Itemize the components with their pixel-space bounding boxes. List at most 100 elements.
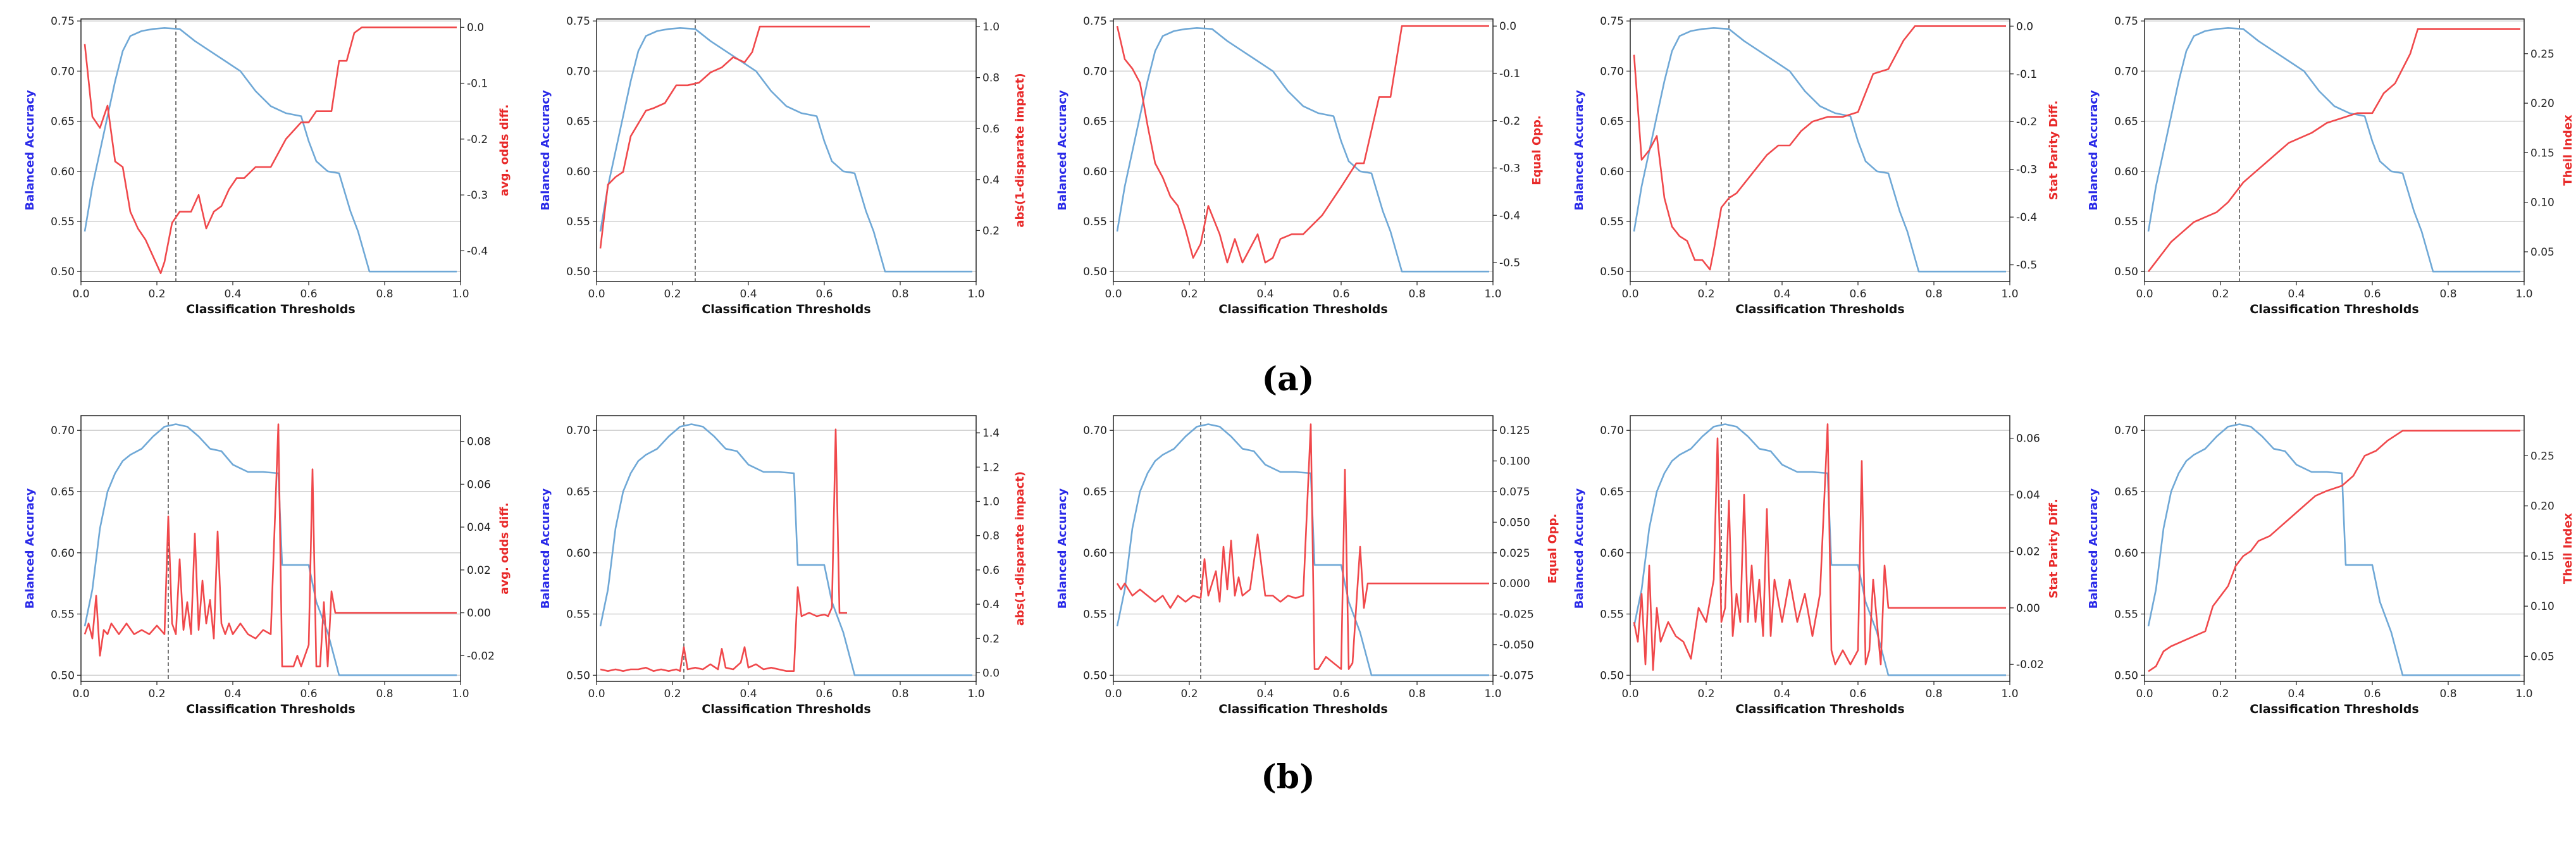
y2-axis-label: Stat Parity Diff.: [2047, 101, 2060, 201]
x-axis-label: Classification Thresholds: [1735, 302, 1904, 316]
y2-tick-label: 0.02: [467, 564, 491, 577]
x-tick-label: 0.2: [664, 688, 681, 700]
x-tick-label: 0.2: [148, 688, 165, 700]
y2-tick-label: 0.0: [467, 22, 484, 34]
y2-tick-label: -0.2: [1499, 115, 1520, 128]
y2-tick-label: -0.050: [1499, 639, 1534, 652]
x-tick-label: 0.6: [815, 288, 833, 301]
y2-tick-label: 0.05: [2530, 650, 2554, 663]
x-tick-label: 0.8: [376, 688, 393, 700]
x-tick-label: 0.2: [2212, 288, 2229, 301]
y2-axis-label: avg. odds diff.: [498, 104, 511, 196]
y-axis-label: Balanced Accuracy: [1056, 90, 1069, 211]
y-axis-label: Balanced Accuracy: [23, 90, 37, 211]
y2-tick-label: 0.6: [982, 123, 1000, 135]
x-tick-label: 0.6: [815, 688, 833, 700]
x-tick-label: 0.0: [72, 688, 89, 700]
metric-series-line: [84, 423, 457, 667]
y2-tick-label: -0.4: [467, 245, 488, 257]
y2-axis-label: Equal Opp.: [1530, 115, 1544, 185]
plot-frame: [2144, 18, 2525, 282]
y-tick-label: 0.60: [1600, 166, 1624, 178]
y2-tick-label: 0.2: [982, 225, 1000, 237]
chart-a3: 0.0 0.2 0.4 0.6 0.8 1.0 0.50 0.55 0.60 0.65 0.70 0.…: [1056, 15, 1544, 316]
x-tick-label: 0.6: [1849, 288, 1866, 301]
y2-axis-label: Theil Index: [2561, 513, 2575, 585]
y2-tick-label: -0.5: [1499, 257, 1520, 270]
x-tick-label: 0.4: [1773, 688, 1790, 700]
y2-tick-label: 0.000: [1499, 578, 1530, 590]
y2-tick-label: 0.25: [2530, 48, 2554, 61]
y2-tick-label: 0.20: [2530, 97, 2554, 110]
x-tick-label: 0.0: [2136, 688, 2153, 700]
y2-tick-label: 0.8: [982, 530, 1000, 543]
y2-tick-label: 0.050: [1499, 516, 1530, 529]
y2-tick-label: -0.2: [2016, 116, 2037, 128]
accuracy-series-line: [2147, 423, 2520, 676]
y-tick-label: 0.65: [1083, 116, 1107, 128]
chart-a2: 0.0 0.2 0.4 0.6 0.8 1.0 0.50 0.55 0.60 0.65 0.70 0.…: [539, 15, 1027, 316]
x-tick-label: 0.0: [588, 288, 605, 301]
y2-tick-label: -0.1: [467, 78, 488, 90]
metric-series-line: [1633, 25, 2006, 271]
x-tick-label: 0.2: [1180, 288, 1198, 301]
x-tick-label: 0.4: [1773, 288, 1790, 301]
y2-axis-label: abs(1-disparate impact): [1013, 471, 1027, 626]
x-tick-label: 1.0: [2001, 288, 2018, 301]
y-axis-label: Balanced Accuracy: [1056, 488, 1069, 609]
x-tick-label: 0.6: [1332, 288, 1349, 301]
y2-tick-label: 0.05: [2530, 246, 2554, 259]
y2-tick-label: 0.04: [467, 521, 491, 534]
y-tick-label: 0.55: [1600, 216, 1624, 228]
chart-b4: 0.0 0.2 0.4 0.6 0.8 1.0 0.50 0.55 0.60 0.65 0.70 -0…: [1573, 415, 2060, 716]
y-tick-label: 0.70: [1600, 425, 1624, 437]
chart-b1: 0.0 0.2 0.4 0.6 0.8 1.0 0.50 0.55 0.60 0.65 0.70 -0…: [23, 415, 511, 716]
y-tick-label: 0.55: [566, 216, 590, 228]
y-axis-label: Balanced Accuracy: [539, 488, 552, 609]
y2-tick-label: 0.100: [1499, 456, 1530, 468]
y-tick-label: 0.75: [566, 15, 590, 28]
y-tick-label: 0.65: [1600, 486, 1624, 499]
y-tick-label: 0.70: [1083, 425, 1107, 437]
y2-tick-label: 0.075: [1499, 486, 1530, 499]
y-tick-label: 0.50: [1600, 669, 1624, 682]
y-axis-label: Balanced Accuracy: [23, 488, 37, 609]
plot-frame: [596, 18, 977, 282]
x-tick-label: 0.4: [740, 288, 757, 301]
x-tick-label: 0.0: [1621, 688, 1638, 700]
panel-label-a: (a): [1262, 360, 1315, 399]
x-axis-label: Classification Thresholds: [186, 702, 355, 716]
y2-tick-label: -0.3: [467, 189, 488, 202]
y-axis-label: Balanced Accuracy: [1573, 488, 1586, 609]
y2-tick-label: -0.3: [2016, 164, 2037, 177]
y-tick-label: 0.70: [2114, 425, 2138, 437]
plot-frame: [2144, 415, 2525, 682]
y2-tick-label: 0.06: [467, 478, 491, 491]
y-axis-label: Balanced Accuracy: [539, 90, 552, 211]
y2-axis-label: Theil Index: [2561, 115, 2575, 186]
x-tick-label: 0.8: [891, 688, 908, 700]
x-tick-label: 0.8: [1925, 288, 1942, 301]
x-axis-label: Classification Thresholds: [186, 302, 355, 316]
x-tick-label: 0.4: [2288, 288, 2305, 301]
y2-tick-label: 0.0: [1499, 20, 1516, 33]
x-axis-label: Classification Thresholds: [702, 702, 870, 716]
x-tick-label: 0.4: [1256, 688, 1273, 700]
x-tick-label: 0.8: [2439, 288, 2456, 301]
accuracy-series-line: [84, 27, 457, 273]
x-axis-label: Classification Thresholds: [1735, 702, 1904, 716]
y2-tick-label: -0.3: [1499, 163, 1520, 175]
y2-tick-label: 0.0: [982, 667, 1000, 679]
x-tick-label: 0.2: [148, 288, 165, 301]
y2-tick-label: 0.08: [467, 436, 491, 449]
x-tick-label: 0.0: [2136, 288, 2153, 301]
y-tick-label: 0.50: [1600, 266, 1624, 278]
y-tick-label: 0.50: [2114, 266, 2138, 278]
y-tick-label: 0.60: [51, 547, 75, 560]
y-tick-label: 0.55: [2114, 609, 2138, 621]
y-tick-label: 0.50: [566, 266, 590, 278]
y-tick-label: 0.70: [51, 65, 75, 78]
metric-series-line: [2148, 430, 2520, 673]
y-axis-label: Balanced Accuracy: [2087, 90, 2100, 211]
x-tick-label: 0.0: [1105, 688, 1122, 700]
